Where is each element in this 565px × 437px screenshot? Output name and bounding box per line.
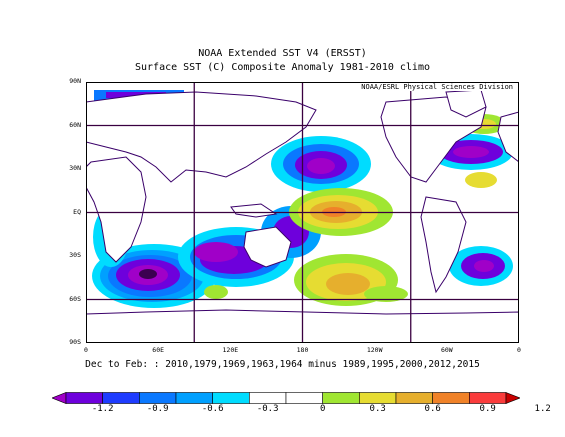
continent-europe-west: [497, 111, 519, 163]
lon-label: 0: [517, 346, 521, 354]
chart-subtitle: Surface SST (C) Composite Anomaly 1981-2…: [134, 62, 430, 73]
lat-label: 60S: [69, 294, 81, 303]
colorbar-swatch: [469, 392, 507, 404]
lon-label: 60E: [152, 346, 165, 354]
colorbar-tick-label: 1.2: [534, 404, 551, 414]
sst-anomaly-map: NOAA/ESRL Physical Sciences Division: [86, 82, 519, 343]
map-credit: NOAA/ESRL Physical Sciences Division: [359, 83, 515, 91]
colorbar-swatch: [359, 392, 397, 404]
colorbar-swatch: [212, 392, 250, 404]
colorbar-swatch: [322, 392, 360, 404]
colorbar-end-high: [505, 392, 520, 404]
lat-label: 90N: [69, 77, 81, 85]
lat-label: 30N: [69, 164, 81, 172]
lat-label: 60N: [69, 120, 81, 129]
colorbar-swatch: [432, 392, 470, 404]
anomaly-warm-southern-ocean: [204, 285, 228, 299]
map-frame: [86, 82, 519, 343]
map-canvas: [86, 82, 519, 343]
map-grid: [86, 82, 519, 343]
colorbar-swatch: [249, 392, 287, 404]
lon-label: 0: [84, 346, 88, 354]
colorbar-end-low: [52, 392, 67, 404]
continent-australia: [243, 226, 292, 268]
colorbar-swatch: [395, 392, 433, 404]
colorbar-tick-label: 0.9: [479, 404, 496, 414]
continent-africa: [86, 156, 147, 263]
colorbar-swatch: [175, 392, 213, 404]
lat-label: EQ: [73, 207, 81, 216]
lon-label: 60W: [440, 346, 453, 354]
lon-label: 120E: [222, 346, 239, 354]
colorbar-tick-label: -0.9: [146, 404, 169, 414]
composite-years-caption: Dec to Feb: : 2010,1979,1969,1963,1964 m…: [85, 359, 480, 370]
colorbar-swatch: [65, 392, 103, 404]
colorbar-tick-label: 0.6: [424, 404, 441, 414]
lon-label: 180: [296, 346, 309, 354]
colorbar-tick-label: -1.2: [91, 404, 114, 414]
continent-eurasia: [86, 91, 317, 183]
colorbar-tick-label: 0.3: [369, 404, 386, 414]
colorbar-swatch: [139, 392, 177, 404]
colorbar: [52, 392, 520, 404]
chart-title: NOAA Extended SST V4 (ERSST): [198, 48, 367, 59]
colorbar-swatch: [102, 392, 140, 404]
lon-label: 120W: [366, 346, 383, 354]
colorbar-tick-label: -0.6: [201, 404, 224, 414]
lat-label: 90S: [69, 338, 81, 346]
colorbar-tick-label: 0: [319, 404, 326, 414]
colorbar-tick-label: -0.3: [256, 404, 279, 414]
lat-label: 30S: [69, 251, 81, 259]
colorbar-swatch: [285, 392, 323, 404]
